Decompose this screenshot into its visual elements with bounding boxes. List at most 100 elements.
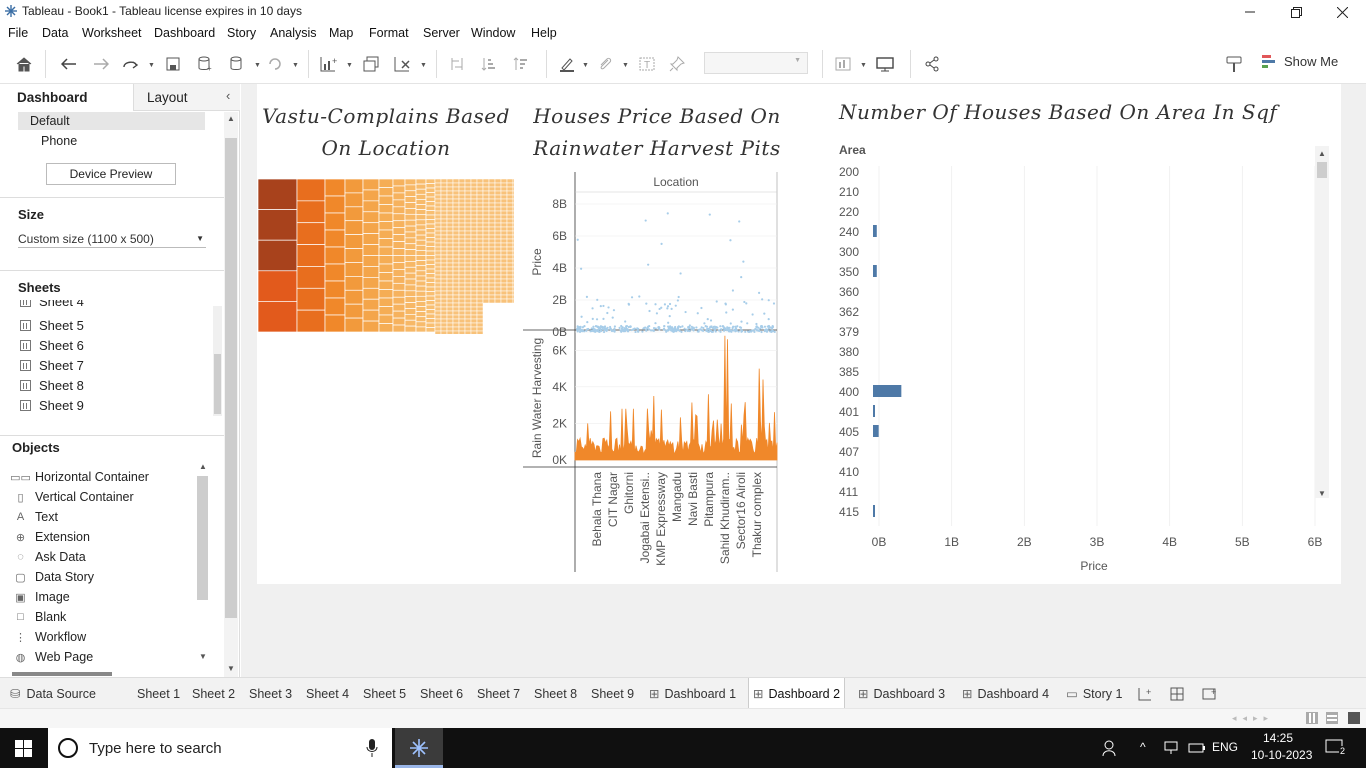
chevron-down-icon[interactable]: ▼ bbox=[622, 62, 629, 69]
redo-icon[interactable] bbox=[90, 53, 112, 75]
tab-sheet-2[interactable]: Sheet 2 bbox=[192, 686, 236, 701]
microphone-icon[interactable] bbox=[366, 739, 378, 757]
tab-dashboard-1[interactable]: ⊞ Dashboard 1 bbox=[649, 686, 737, 702]
minimize-button[interactable] bbox=[1227, 0, 1273, 24]
show-tabs-icon[interactable] bbox=[1348, 712, 1360, 724]
device-default[interactable]: Default bbox=[18, 112, 205, 130]
people-icon[interactable] bbox=[1102, 740, 1120, 759]
device-preview-button[interactable]: Device Preview bbox=[46, 163, 176, 185]
tab-sheet-5[interactable]: Sheet 5 bbox=[363, 686, 407, 701]
restore-button[interactable] bbox=[1273, 0, 1319, 24]
tab-sheet-8[interactable]: Sheet 8 bbox=[534, 686, 578, 701]
sheet-item[interactable]: Sheet 8 bbox=[20, 378, 84, 393]
menu-data[interactable]: Data bbox=[42, 26, 69, 40]
tab-sheet-9[interactable]: Sheet 9 bbox=[591, 686, 635, 701]
network-icon[interactable] bbox=[1164, 741, 1180, 758]
home-icon[interactable] bbox=[13, 53, 35, 75]
show-filmstrip-icon[interactable] bbox=[1306, 712, 1318, 724]
tab-sheet-6[interactable]: Sheet 6 bbox=[420, 686, 464, 701]
menu-server[interactable]: Server bbox=[423, 26, 460, 40]
fit-dropdown[interactable]: ▼ bbox=[704, 52, 808, 74]
sort-ascending-icon[interactable] bbox=[478, 53, 500, 75]
refresh-icon[interactable] bbox=[264, 53, 286, 75]
chevron-up-icon[interactable]: ^ bbox=[1140, 740, 1146, 754]
object-ask-data[interactable]: ◌ Ask Data bbox=[14, 550, 86, 564]
battery-icon[interactable] bbox=[1188, 741, 1206, 758]
chevron-down-icon[interactable]: ▼ bbox=[582, 62, 589, 69]
clear-sheet-icon[interactable] bbox=[392, 53, 414, 75]
menu-format[interactable]: Format bbox=[369, 26, 409, 40]
language-indicator[interactable]: ENG bbox=[1212, 740, 1239, 754]
price-rain-chart[interactable]: Location 8B 6B 4B 2B 0B Price 6K 4K 2K 0K Rain Wate… bbox=[523, 172, 793, 572]
tab-story-1[interactable]: ▭ Story 1 bbox=[1066, 686, 1123, 702]
tab-dashboard-3[interactable]: ⊞ Dashboard 3 bbox=[858, 686, 946, 702]
show-me-button[interactable]: Show Me bbox=[1262, 54, 1338, 69]
new-worksheet-icon[interactable]: + bbox=[318, 53, 340, 75]
object-image[interactable]: ▣ Image bbox=[15, 590, 70, 604]
chevron-down-icon[interactable]: ▼ bbox=[292, 62, 299, 69]
format-painter-icon[interactable] bbox=[1223, 53, 1245, 75]
objects-scrollbar[interactable]: ▲ ▼ bbox=[197, 462, 208, 661]
close-button[interactable] bbox=[1319, 0, 1365, 24]
tab-sheet-7[interactable]: Sheet 7 bbox=[477, 686, 521, 701]
object-workflow[interactable]: ⋮ Workflow bbox=[15, 630, 87, 644]
chevron-down-icon[interactable]: ▼ bbox=[346, 62, 353, 69]
menu-window[interactable]: Window bbox=[471, 26, 516, 40]
swap-icon[interactable] bbox=[446, 53, 468, 75]
sheet-item[interactable]: Sheet 6 bbox=[20, 338, 84, 353]
share-icon[interactable] bbox=[921, 53, 943, 75]
duplicate-icon[interactable] bbox=[360, 53, 382, 75]
device-phone[interactable]: Phone bbox=[41, 134, 78, 148]
object-blank[interactable]: □ Blank bbox=[14, 610, 66, 624]
menu-map[interactable]: Map bbox=[329, 26, 354, 40]
tab-dashboard[interactable]: Dashboard bbox=[0, 84, 133, 111]
menu-file[interactable]: File bbox=[8, 26, 29, 40]
pin-icon[interactable] bbox=[666, 53, 688, 75]
new-data-source-icon[interactable]: + bbox=[194, 53, 216, 75]
pause-updates-icon[interactable] bbox=[226, 53, 248, 75]
new-worksheet-tab-icon[interactable]: + bbox=[1134, 678, 1158, 709]
tab-dashboard-2[interactable]: ⊞ Dashboard 2 bbox=[748, 678, 846, 709]
object-web-page[interactable]: ◍ Web Page bbox=[15, 650, 94, 664]
sheet-navigation-icon[interactable]: ◂◂▸▸ bbox=[1232, 713, 1275, 723]
chevron-down-icon[interactable]: ▼ bbox=[148, 62, 155, 69]
tab-dashboard-4[interactable]: ⊞ Dashboard 4 bbox=[962, 686, 1050, 702]
menu-worksheet[interactable]: Worksheet bbox=[82, 26, 142, 40]
treemap-chart[interactable] bbox=[258, 179, 514, 334]
tab-data-source[interactable]: ⛁ Data Source bbox=[10, 686, 96, 702]
sheet-item[interactable]: Sheet 9 bbox=[20, 398, 84, 413]
sheet-item[interactable]: Sheet 7 bbox=[20, 358, 84, 373]
taskbar-search[interactable]: Type here to search bbox=[48, 728, 392, 768]
chevron-down-icon[interactable]: ▼ bbox=[860, 62, 867, 69]
save-icon[interactable] bbox=[162, 53, 184, 75]
menu-help[interactable]: Help bbox=[531, 26, 557, 40]
sheet-item[interactable]: Sheet 4 bbox=[20, 300, 84, 309]
tab-sheet-1[interactable]: Sheet 1 bbox=[137, 686, 181, 701]
object-horizontal-container[interactable]: ▭▭ Horizontal Container bbox=[10, 470, 149, 484]
tab-sheet-3[interactable]: Sheet 3 bbox=[249, 686, 293, 701]
clock-date[interactable]: 10-10-2023 bbox=[1251, 748, 1313, 762]
area-price-bar-chart[interactable]: Area 0B 1B 2B 3B 4B 5B 6B Price 200 210 220 240 300 35… bbox=[837, 142, 1337, 572]
show-sheet-sorter-icon[interactable] bbox=[1326, 712, 1338, 724]
presentation-mode-icon[interactable] bbox=[874, 53, 896, 75]
object-vertical-container[interactable]: ▯ Vertical Container bbox=[14, 490, 133, 504]
tab-layout[interactable]: Layout ‹ bbox=[133, 84, 240, 111]
size-dropdown[interactable]: Custom size (1100 x 500) ▼ bbox=[18, 230, 206, 248]
chevron-down-icon[interactable]: ▼ bbox=[420, 62, 427, 69]
menu-story[interactable]: Story bbox=[227, 26, 257, 40]
sort-descending-icon[interactable] bbox=[510, 53, 532, 75]
windows-start-icon[interactable] bbox=[15, 740, 32, 760]
sidebar-scrollbar[interactable]: ▲ ▼ bbox=[224, 112, 238, 677]
sheet-item[interactable]: Sheet 5 bbox=[20, 318, 84, 333]
object-extension[interactable]: ⊕ Extension bbox=[15, 530, 90, 544]
object-text[interactable]: A Text bbox=[14, 510, 58, 524]
group-members-icon[interactable] bbox=[594, 53, 616, 75]
scroll-up-icon[interactable]: ▲ bbox=[227, 114, 235, 123]
show-cards-icon[interactable] bbox=[834, 53, 856, 75]
object-data-story[interactable]: ▢ Data Story bbox=[15, 570, 95, 584]
show-mark-labels-icon[interactable]: T bbox=[636, 53, 658, 75]
collapse-icon[interactable]: ‹ bbox=[226, 88, 231, 103]
new-dashboard-tab-icon[interactable] bbox=[1166, 678, 1190, 709]
undo-icon[interactable] bbox=[58, 53, 80, 75]
chevron-down-icon[interactable]: ▼ bbox=[254, 62, 261, 69]
